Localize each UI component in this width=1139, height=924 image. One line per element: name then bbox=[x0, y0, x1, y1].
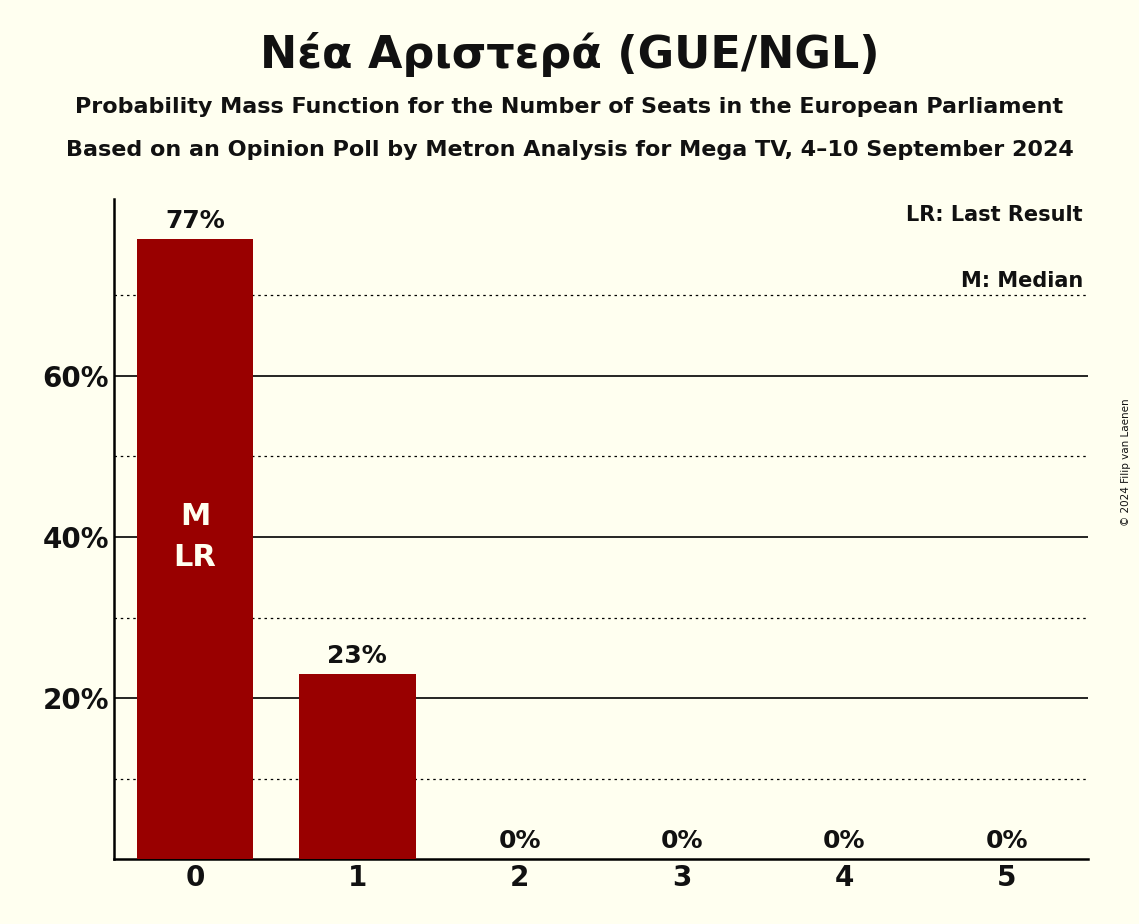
Text: LR: Last Result: LR: Last Result bbox=[907, 205, 1083, 225]
Text: 0%: 0% bbox=[499, 829, 541, 853]
Text: 0%: 0% bbox=[985, 829, 1027, 853]
Text: © 2024 Filip van Laenen: © 2024 Filip van Laenen bbox=[1121, 398, 1131, 526]
Text: 77%: 77% bbox=[165, 210, 224, 233]
Bar bbox=[298, 674, 416, 859]
Text: Νέα Αριστερά (GUE/NGL): Νέα Αριστερά (GUE/NGL) bbox=[260, 32, 879, 78]
Bar bbox=[137, 239, 254, 859]
Text: Based on an Opinion Poll by Metron Analysis for Mega TV, 4–10 September 2024: Based on an Opinion Poll by Metron Analy… bbox=[66, 140, 1073, 161]
Text: 0%: 0% bbox=[823, 829, 866, 853]
Text: Probability Mass Function for the Number of Seats in the European Parliament: Probability Mass Function for the Number… bbox=[75, 97, 1064, 117]
Text: 0%: 0% bbox=[661, 829, 703, 853]
Text: M
LR: M LR bbox=[173, 503, 216, 572]
Text: M: Median: M: Median bbox=[960, 272, 1083, 291]
Text: 23%: 23% bbox=[328, 644, 387, 668]
